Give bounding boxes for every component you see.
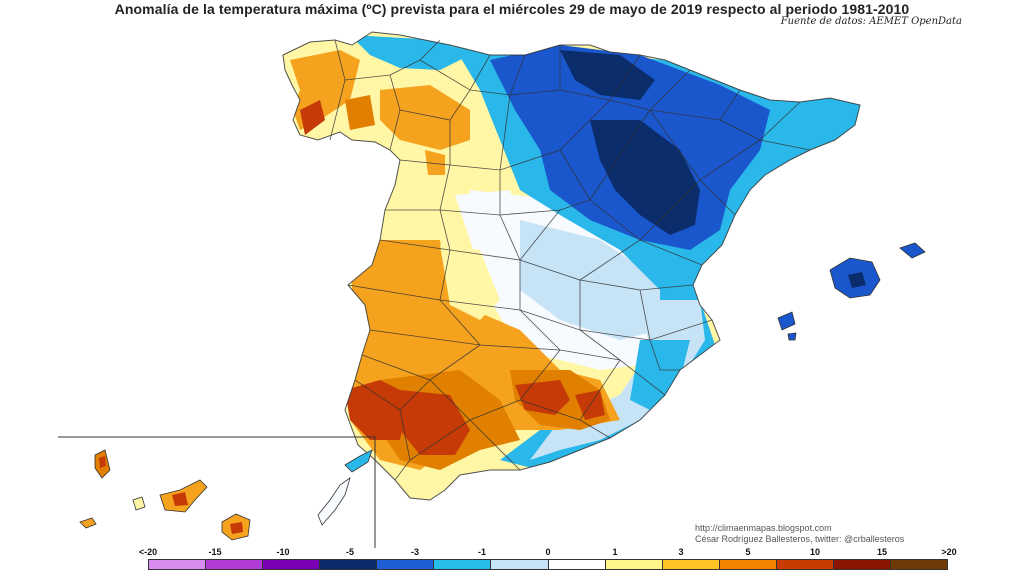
legend-swatch [662,560,720,569]
zone-orange-galicia-east [380,85,470,150]
legend-label: -15 [208,547,222,557]
zone-red-huelva [345,380,410,440]
peninsula-anomaly-field [282,31,861,501]
zone-deep-blue-pyrenees [560,50,655,100]
legend-label: 0 [545,547,551,557]
legend-swatch [320,560,378,569]
menorca [899,242,926,259]
zone-cyan-cantabrian [350,35,470,70]
legend-label: -1 [477,547,487,557]
zone-orange-leon [425,150,445,175]
legend-swatch [434,560,492,569]
zone-blue-valencia [630,340,690,410]
tenerife-core [172,492,188,506]
legend-swatch [776,560,834,569]
legend-label: -3 [410,547,420,557]
el-hierro [79,517,97,529]
legend-labels: <-20 -15 -10 -5 -3 -1 0 1 3 5 10 15 >20 [0,547,1024,559]
legend-swatch [833,560,892,569]
legend-label: >20 [941,547,957,557]
lanzarote [344,449,373,473]
legend-swatch [605,560,663,569]
zone-deep-blue-iberian [590,120,700,235]
fuerteventura [317,477,351,526]
canary-islands [79,449,373,541]
legend-label: 10 [809,547,821,557]
legend-label: 3 [678,547,684,557]
legend-label: <-20 [138,547,158,557]
legend-swatch [491,560,549,569]
credits-author: César Rodríguez Ballesteros, twitter: @c… [695,534,905,544]
legend-swatch [377,560,435,569]
zone-near-normal-north [455,190,520,250]
legend-swatch [548,560,606,569]
map-title: Anomalía de la temperatura máxima (ºC) p… [114,1,910,17]
formentera [787,332,797,341]
zone-orange-bierzo [345,95,375,130]
legend-swatch [206,560,264,569]
credits-url: http://climaenmapas.blogspot.com [695,523,832,533]
gran-canaria-core [230,522,243,534]
mallorca-core [848,272,866,288]
legend-label: -5 [345,547,355,557]
legend-swatch [149,560,207,569]
ibiza [777,311,796,331]
data-source-note: Fuente de datos: AEMET OpenData [780,16,962,27]
legend-label: -10 [276,547,290,557]
zone-light-blue-centre [520,220,660,340]
legend-label: 15 [876,547,888,557]
legend-label: 5 [745,547,751,557]
legend-color-scale [148,559,948,570]
balearic-islands [777,242,926,341]
province-borders [282,31,861,501]
legend-swatch [263,560,321,569]
zone-light-yellow-meseta [440,245,500,320]
legend-swatch [719,560,777,569]
legend-label: 1 [612,547,618,557]
la-gomera [132,496,146,511]
zone-red-rias [300,100,325,135]
credits-block: http://climaenmapas.blogspot.com César R… [695,523,904,545]
canary-inset-frame [58,436,376,548]
legend-swatch [891,560,948,569]
zone-red-sevilla [400,390,470,455]
la-palma-core [99,456,106,468]
